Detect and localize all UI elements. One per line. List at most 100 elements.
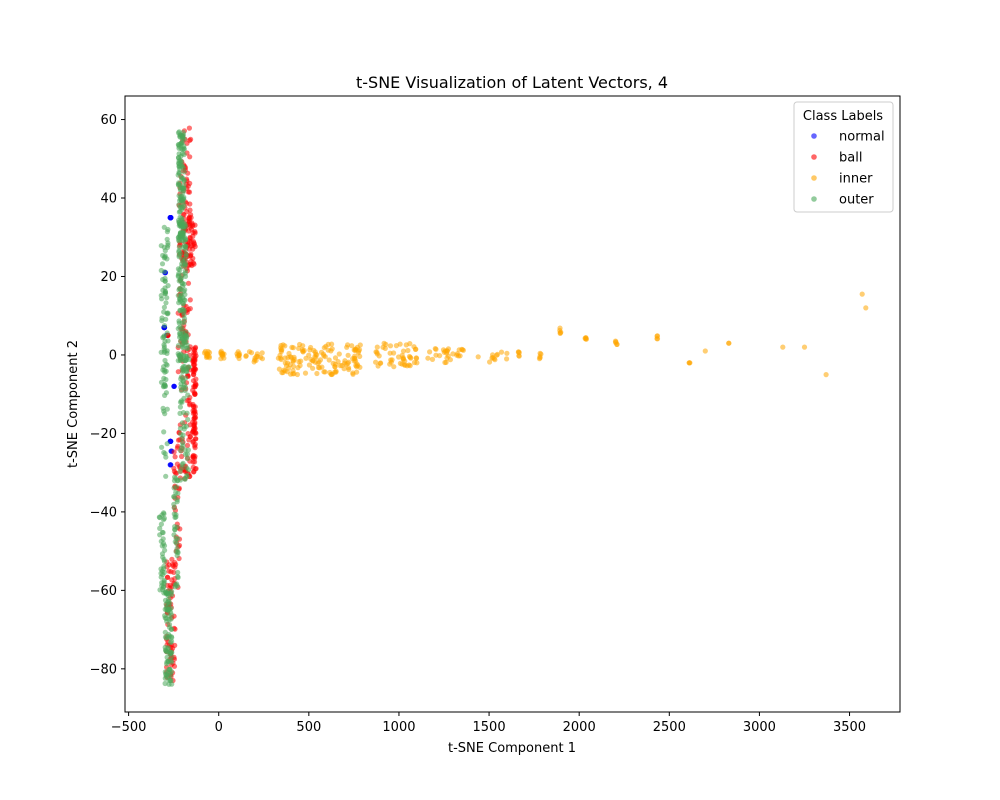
data-point-outer (177, 404, 183, 410)
data-point-inner (373, 359, 379, 365)
data-point-inner (413, 346, 419, 352)
data-point-inner (243, 353, 249, 359)
data-point-ball (193, 366, 199, 372)
data-point-inner (306, 362, 312, 368)
data-point-normal (171, 383, 177, 389)
data-point-outer (179, 151, 185, 157)
data-point-outer (181, 243, 187, 249)
data-point-outer (177, 166, 183, 172)
data-point-inner (397, 341, 403, 347)
data-point-outer (183, 423, 190, 429)
data-point-ball (187, 234, 193, 240)
data-point-ball (192, 356, 198, 362)
data-point-ball (192, 455, 198, 461)
legend-title: Class Labels (803, 109, 883, 124)
data-point-inner (654, 333, 661, 339)
data-point-inner (402, 358, 408, 364)
data-point-inner (329, 371, 335, 377)
data-point-ball (175, 369, 181, 375)
x-tick-label: 500 (296, 720, 321, 735)
data-point-outer (179, 176, 185, 182)
data-point-outer (182, 257, 188, 263)
data-point-inner (291, 356, 297, 362)
data-point-ball (193, 376, 199, 382)
data-point-outer (177, 332, 183, 338)
data-point-inner (354, 364, 360, 370)
data-point-inner (403, 342, 409, 348)
data-point-outer (178, 338, 184, 344)
data-point-ball (184, 442, 191, 448)
data-point-inner (346, 359, 352, 365)
data-point-outer (180, 301, 186, 307)
data-point-outer (177, 163, 183, 169)
data-point-ball (185, 280, 192, 286)
data-point-outer (161, 323, 168, 329)
x-tick-label: 0 (215, 720, 223, 735)
data-point-outer (174, 541, 180, 547)
data-point-inner (202, 348, 208, 354)
legend-marker-outer (811, 196, 817, 202)
data-point-outer (176, 287, 182, 293)
data-point-outer (157, 514, 163, 521)
data-point-inner (234, 353, 241, 359)
data-point-outer (162, 680, 168, 687)
data-point-outer (165, 669, 171, 676)
legend-label-outer: outer (839, 193, 874, 208)
data-point-outer (171, 494, 177, 500)
data-point-outer (185, 416, 191, 423)
data-point-inner (345, 342, 351, 348)
data-point-ball (187, 297, 193, 303)
x-axis-label: t-SNE Component 1 (448, 741, 576, 756)
data-point-ball (190, 429, 196, 435)
data-point-outer (181, 281, 187, 287)
data-point-inner (298, 358, 304, 364)
data-point-outer (165, 592, 171, 599)
data-point-ball (171, 449, 177, 455)
data-point-outer (159, 580, 165, 586)
data-point-outer (164, 441, 170, 447)
x-tick-label: 2000 (563, 720, 596, 735)
data-point-inner (413, 355, 420, 361)
data-point-inner (447, 357, 453, 363)
data-point-outer (157, 532, 163, 538)
data-point-outer (162, 269, 168, 275)
data-point-inner (726, 340, 732, 346)
data-point-inner (349, 343, 355, 349)
data-point-ball (187, 180, 193, 186)
y-axis: −80 −60 −40 −20 0 20 40 60 (90, 113, 125, 677)
data-point-inner (259, 356, 265, 362)
data-point-inner (859, 291, 865, 297)
data-point-ball (192, 404, 198, 410)
data-point-outer (179, 399, 185, 405)
data-point-outer (163, 473, 169, 479)
chart-title: t-SNE Visualization of Latent Vectors, 4 (356, 73, 668, 92)
data-point-outer (174, 499, 180, 505)
data-point-outer (178, 264, 185, 270)
data-point-outer (175, 130, 182, 136)
data-point-outer (162, 629, 168, 635)
data-point-inner (404, 363, 410, 369)
data-point-inner (382, 345, 388, 351)
data-point-ball (191, 261, 197, 267)
data-point-ball (190, 464, 196, 470)
data-point-outer (159, 444, 165, 450)
data-point-ball (187, 154, 193, 160)
y-tick-label: 20 (100, 270, 117, 285)
data-point-normal (167, 462, 173, 468)
data-point-ball (186, 125, 192, 131)
data-point-inner (440, 347, 447, 353)
data-point-inner (516, 353, 522, 359)
legend-label-inner: inner (839, 172, 873, 187)
legend: Class Labels normal ball inner outer (793, 101, 894, 213)
data-point-inner (326, 357, 332, 363)
data-point-outer (185, 392, 191, 398)
data-point-inner (494, 351, 500, 357)
legend-marker-inner (811, 175, 817, 181)
data-point-ball (171, 569, 177, 576)
data-point-ball (192, 436, 199, 442)
data-point-inner (350, 371, 356, 377)
data-point-outer (177, 324, 183, 330)
data-point-ball (184, 209, 190, 215)
data-point-inner (475, 354, 481, 360)
data-point-outer (173, 484, 180, 490)
